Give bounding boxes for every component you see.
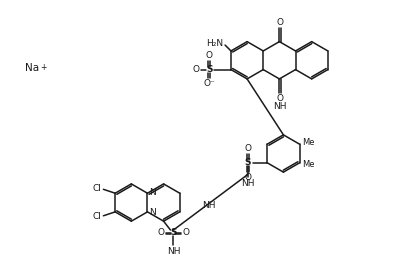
- Text: O: O: [192, 65, 200, 74]
- Text: N: N: [150, 188, 156, 197]
- Text: O: O: [244, 172, 251, 182]
- Text: O⁻: O⁻: [204, 80, 215, 88]
- Text: O: O: [277, 94, 284, 103]
- Text: Na: Na: [25, 63, 40, 73]
- Text: S: S: [206, 65, 213, 74]
- Text: NH: NH: [241, 178, 254, 188]
- Text: Cl: Cl: [92, 212, 102, 221]
- Text: O: O: [182, 228, 189, 238]
- Text: O: O: [206, 51, 213, 60]
- Text: Me: Me: [302, 160, 315, 169]
- Text: Cl: Cl: [92, 184, 102, 193]
- Text: NH: NH: [167, 247, 180, 256]
- Text: NH: NH: [202, 201, 215, 210]
- Text: O: O: [158, 228, 164, 238]
- Text: S: S: [170, 228, 177, 238]
- Text: NH: NH: [273, 102, 287, 111]
- Text: Me: Me: [302, 138, 315, 147]
- Text: O: O: [244, 144, 251, 153]
- Text: S: S: [244, 158, 251, 167]
- Text: H₂N: H₂N: [206, 39, 223, 48]
- Text: +: +: [40, 63, 46, 72]
- Text: O: O: [277, 18, 284, 27]
- Text: N: N: [150, 208, 156, 217]
